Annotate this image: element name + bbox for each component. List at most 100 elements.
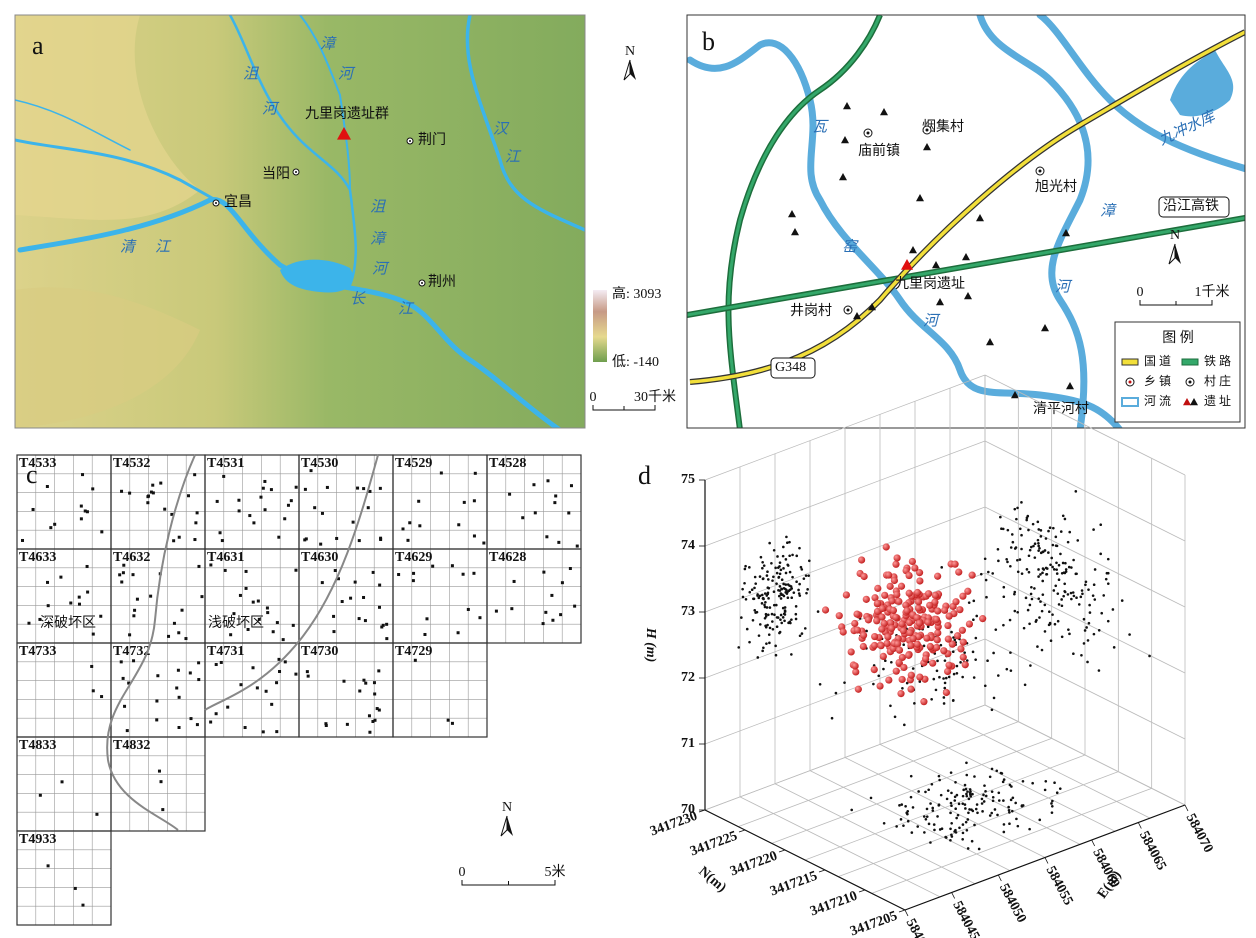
sherd-point (931, 598, 939, 606)
sherd-point (1040, 609, 1044, 613)
find (573, 604, 577, 608)
find (494, 609, 498, 613)
sherd-point (1028, 622, 1031, 626)
sherd-point (956, 606, 964, 614)
river-label: 漳 (370, 230, 387, 247)
sherd-point (1031, 781, 1034, 785)
find (275, 730, 279, 734)
sherd-point (782, 567, 785, 570)
z-tick-label: 74 (681, 538, 695, 553)
sherd-point (1067, 565, 1071, 569)
site (923, 143, 931, 151)
tick-mark (898, 909, 906, 913)
sherd-point (768, 606, 772, 609)
sherd-point (778, 572, 782, 576)
find (159, 780, 163, 784)
scale-bar (1139, 300, 1213, 306)
find (91, 689, 95, 693)
sherd-point (924, 790, 927, 794)
sherd-point (880, 619, 888, 627)
sherd-point (874, 584, 882, 592)
scale-label: 5米 (545, 864, 566, 880)
sherd-point (957, 802, 961, 806)
sherd-point (1049, 563, 1052, 567)
find (222, 474, 226, 478)
site (986, 338, 994, 346)
river-label: 江 (398, 300, 415, 317)
sherd-point (1028, 827, 1031, 831)
sherd-point (915, 619, 923, 627)
sherd-point (744, 597, 748, 601)
find (413, 658, 417, 662)
sherd-point (962, 788, 965, 792)
sherd-point (873, 617, 881, 625)
find (122, 563, 126, 567)
find (294, 568, 298, 572)
village-marker (1038, 169, 1042, 173)
sherd-point (913, 588, 922, 597)
y-axis-title: N(m) (695, 864, 729, 896)
find (257, 617, 261, 621)
find (119, 660, 123, 664)
find (83, 509, 87, 513)
find (195, 723, 199, 727)
sherd-point (1009, 798, 1013, 802)
sherd-point (1030, 585, 1033, 589)
sherd-point (765, 642, 768, 645)
trench-label: T4632 (113, 550, 150, 565)
find (362, 487, 366, 491)
sherd-point (933, 828, 936, 832)
find (356, 486, 360, 490)
tick-mark (904, 909, 909, 917)
town-marker (421, 282, 423, 284)
village-marker (1072, 436, 1075, 439)
sherd-point (970, 839, 974, 843)
sherd-point (764, 600, 767, 604)
sherd-point (952, 672, 956, 676)
trench-label: T4531 (207, 456, 244, 471)
find (151, 483, 155, 487)
river-label: 窑 (842, 238, 859, 255)
sherd-point (958, 626, 966, 634)
sherd-point (931, 806, 935, 810)
sherd-point (740, 616, 743, 619)
site (788, 210, 796, 218)
sherd-point (1001, 527, 1005, 531)
tick-mark (1091, 839, 1096, 847)
sherd-point (953, 632, 962, 640)
sherd-point (910, 831, 914, 834)
sherd-point (783, 613, 787, 616)
place-label: 当阳 (262, 166, 290, 182)
sherd-point (883, 639, 891, 648)
sherd-point (1024, 596, 1028, 600)
sherd-point (1088, 611, 1092, 614)
y-tick-label: 3417215 (768, 869, 819, 900)
find (167, 634, 171, 638)
trench-label: T4528 (489, 456, 526, 471)
sherd-point (798, 546, 801, 550)
sherd-point (900, 803, 904, 806)
sherd-point (800, 632, 804, 635)
site (916, 194, 924, 202)
sherd-point (798, 594, 802, 597)
trench-label: T4629 (395, 550, 432, 565)
find (184, 637, 188, 641)
sherd-point (1050, 802, 1053, 805)
find (320, 511, 324, 515)
find (377, 605, 381, 609)
sherd-point (778, 585, 782, 588)
sherd-point (992, 651, 995, 655)
sherd-point (761, 649, 764, 653)
sherd-point (937, 774, 941, 778)
site (964, 292, 972, 300)
sherd-point (783, 606, 787, 609)
sherd-point (999, 515, 1002, 519)
sherd-point (1077, 603, 1081, 606)
sherd-point (949, 801, 953, 805)
sherd-point (1082, 617, 1086, 621)
sherd-point (906, 819, 910, 823)
find (306, 674, 310, 678)
place-label: 沿江高铁 (1163, 197, 1219, 214)
floor-grid (804, 754, 1086, 861)
sherd-point (767, 597, 770, 600)
